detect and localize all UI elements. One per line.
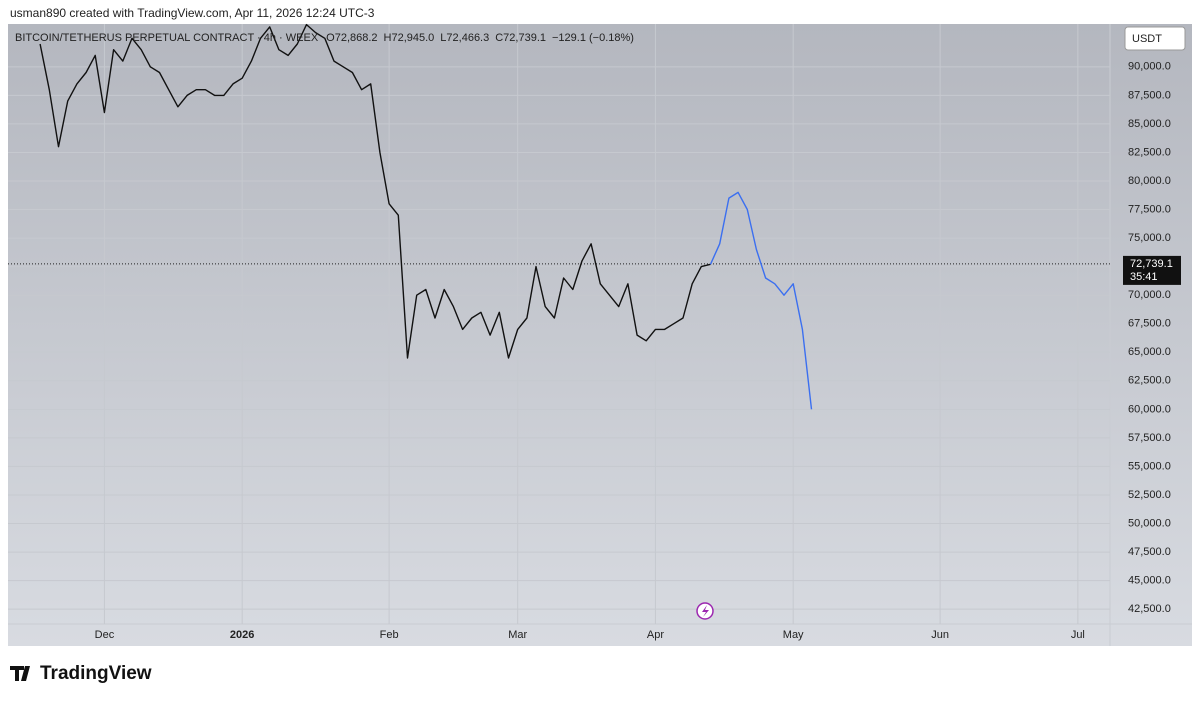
ohlc-value: H72,945.0 bbox=[384, 32, 435, 44]
y-tick-label: 87,500.0 bbox=[1128, 89, 1171, 101]
y-tick-label: 65,000.0 bbox=[1128, 346, 1171, 358]
y-tick-label: 90,000.0 bbox=[1128, 61, 1171, 73]
ohlc-value: L72,466.3 bbox=[440, 32, 489, 44]
y-tick-label: 62,500.0 bbox=[1128, 375, 1171, 387]
y-tick-label: 60,000.0 bbox=[1128, 403, 1171, 415]
y-tick-label: 45,000.0 bbox=[1128, 575, 1171, 587]
chart-title: BITCOIN/TETHERUS PERPETUAL CONTRACT · 4h… bbox=[15, 32, 319, 44]
last-price-label: 72,739.1 bbox=[1130, 258, 1173, 270]
currency-button[interactable] bbox=[1124, 26, 1186, 51]
ohlc-value: C72,739.1 bbox=[495, 32, 546, 44]
brand: TradingView bbox=[40, 663, 152, 684]
x-tick-label: Dec bbox=[95, 629, 115, 641]
ohlc-value: −129.1 (−0.18%) bbox=[552, 32, 634, 44]
y-tick-label: 57,500.0 bbox=[1128, 432, 1171, 444]
y-tick-label: 67,500.0 bbox=[1128, 318, 1171, 330]
x-tick-label: Feb bbox=[380, 629, 399, 641]
header-text: usman890 created with TradingView.com, A… bbox=[10, 6, 375, 20]
price-line bbox=[709, 191, 813, 410]
y-tick-label: 47,500.0 bbox=[1128, 546, 1171, 558]
y-tick-label: 80,000.0 bbox=[1128, 175, 1171, 187]
y-tick-label: 52,500.0 bbox=[1128, 489, 1171, 501]
x-tick-label: May bbox=[783, 629, 804, 641]
last-price-box bbox=[1123, 255, 1181, 285]
x-tick-label: Jul bbox=[1071, 629, 1085, 641]
x-tick-label: Apr bbox=[647, 629, 664, 641]
x-tick-label: 2026 bbox=[230, 629, 254, 641]
countdown: 35:41 bbox=[1130, 271, 1158, 283]
y-tick-label: 42,500.0 bbox=[1128, 603, 1171, 615]
y-tick-label: 55,000.0 bbox=[1128, 460, 1171, 472]
ohlc-value: O72,868.2 bbox=[326, 32, 377, 44]
y-tick-label: 85,000.0 bbox=[1128, 118, 1171, 130]
y-tick-label: 82,500.0 bbox=[1128, 146, 1171, 158]
y-tick-label: 50,000.0 bbox=[1128, 517, 1171, 529]
plot bbox=[8, 23, 1192, 646]
y-tick-label: 77,500.0 bbox=[1128, 203, 1171, 215]
currency-label[interactable]: USDT bbox=[1132, 33, 1162, 45]
y-tick-label: 70,000.0 bbox=[1128, 289, 1171, 301]
event-bolt bbox=[702, 605, 709, 617]
x-tick-label: Jun bbox=[931, 629, 949, 641]
price-line bbox=[39, 23, 711, 359]
x-tick-label: Mar bbox=[508, 629, 527, 641]
chart-background bbox=[8, 24, 1192, 646]
y-tick-label: 75,000.0 bbox=[1128, 232, 1171, 244]
logo-mark bbox=[10, 666, 30, 681]
